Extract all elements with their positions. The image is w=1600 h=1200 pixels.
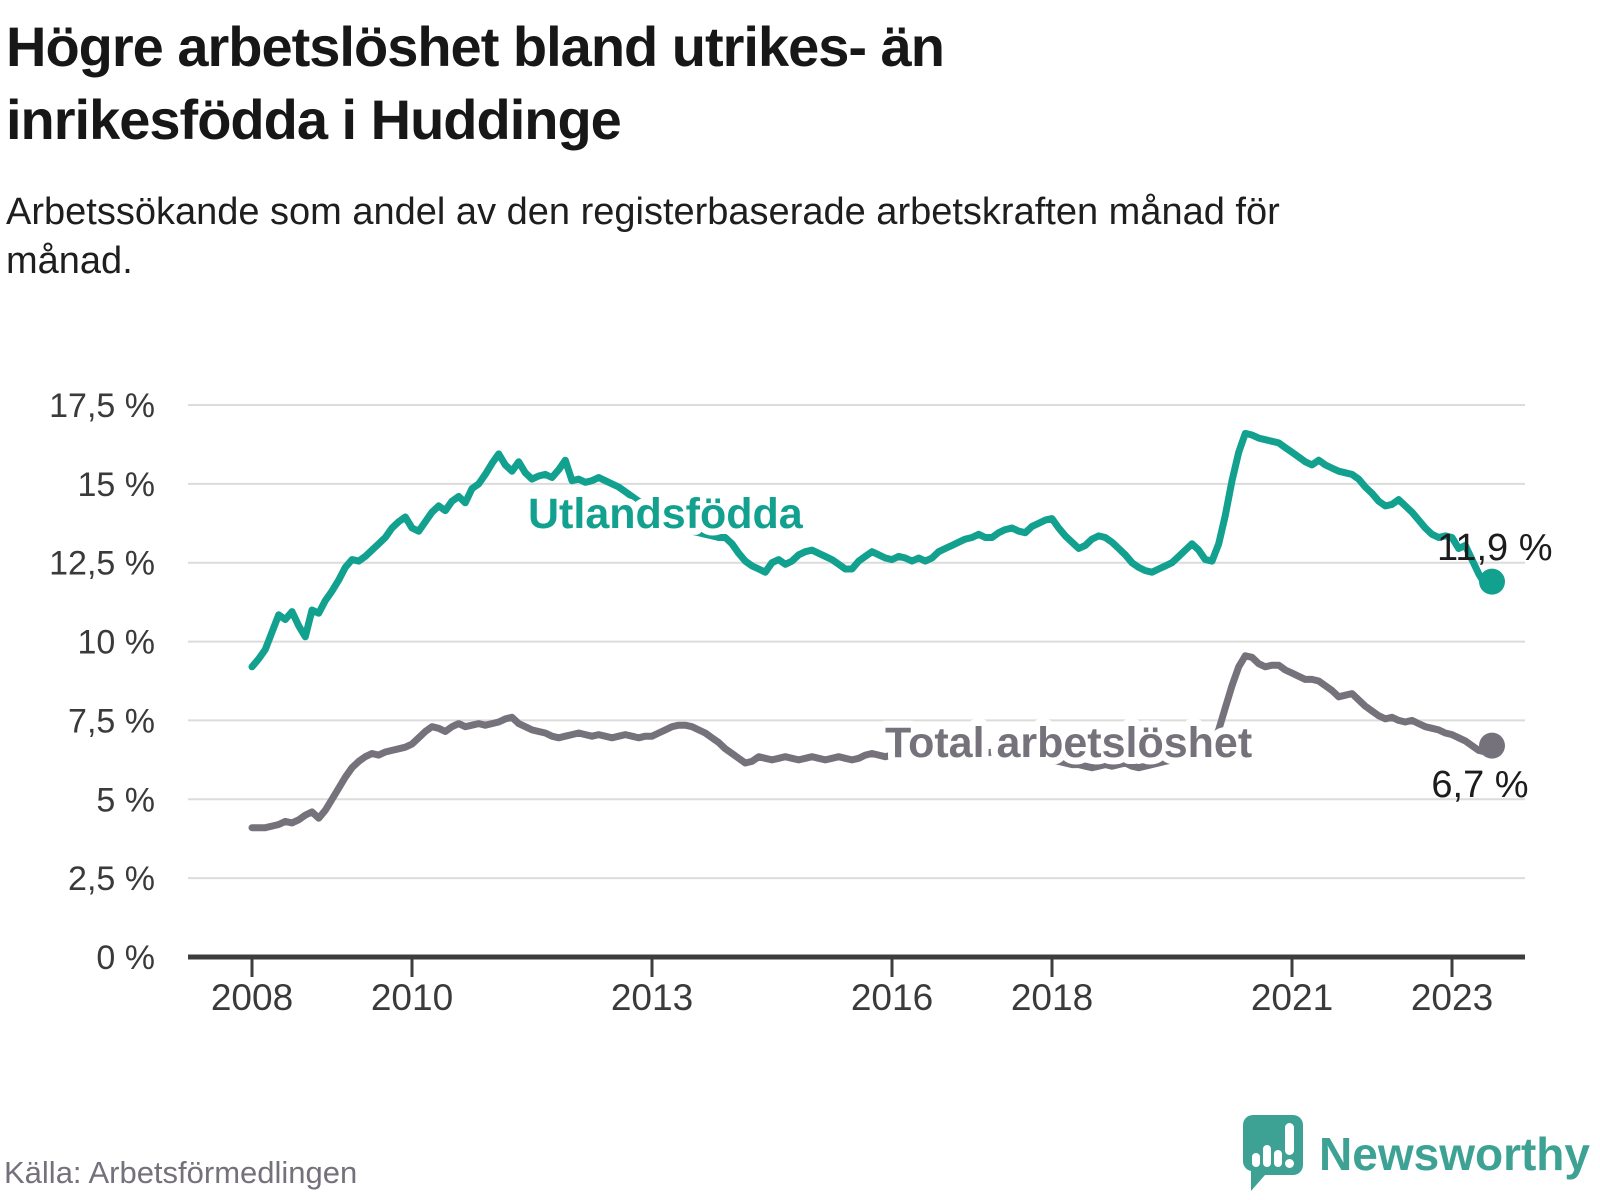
logo-bar-3 [1274,1150,1283,1167]
x-tick-label: 2013 [611,977,693,1018]
x-tick-label: 2021 [1251,977,1333,1018]
y-tick-label: 0 % [96,939,155,977]
y-tick-label: 10 % [78,624,156,662]
brand-wordmark: Newsworthy [1319,1128,1590,1180]
series-end-value-utlandsfodda: 11,9 % [1437,527,1552,569]
y-tick-label: 15 % [78,466,156,504]
x-axis-ticks: 2008 2010 2013 2016 2018 2021 2023 [211,959,1493,1018]
series-line-total [248,652,1496,832]
gridlines [188,404,1525,880]
y-tick-label: 7,5 % [68,702,155,740]
series-label-utlandsfodda: Utlandsfödda [528,490,804,538]
series-end-dot-utlandsfodda [1479,568,1505,595]
x-tick-label: 2010 [371,977,453,1018]
chart-subtitle: Arbetssökande som andel av den registerb… [6,191,1280,282]
source-note: Källa: Arbetsförmedlingen [4,1155,358,1190]
series-end-dot-total [1479,732,1505,759]
x-tick-label: 2018 [1011,977,1093,1018]
y-tick-label: 2,5 % [68,860,155,898]
series-label-total: Total arbetslöshet [885,719,1252,767]
brand-block: Newsworthy [1239,1108,1590,1200]
y-tick-label: 17,5 % [49,387,155,425]
page-title: Högre arbetslöshet bland utrikes- än inr… [6,15,945,151]
y-tick-label: 5 % [96,781,155,819]
y-axis-labels: 0 % 2,5 % 5 % 7,5 % 10 % 12,5 % 15 % 17,5 % [49,387,155,977]
x-tick-label: 2023 [1411,977,1493,1018]
series-end-value-total: 6,7 % [1431,764,1528,806]
logo-exclamation-dot [1285,1159,1295,1168]
logo-bar-2 [1263,1145,1272,1167]
x-tick-label: 2016 [851,977,933,1018]
series-line-utlandsfodda [248,429,1496,671]
logo-exclamation-bar [1285,1123,1295,1155]
logo-bar-1 [1252,1153,1261,1167]
y-tick-label: 12,5 % [49,545,155,583]
x-tick-label: 2008 [211,977,293,1018]
newsworthy-logo-icon [1243,1115,1304,1191]
